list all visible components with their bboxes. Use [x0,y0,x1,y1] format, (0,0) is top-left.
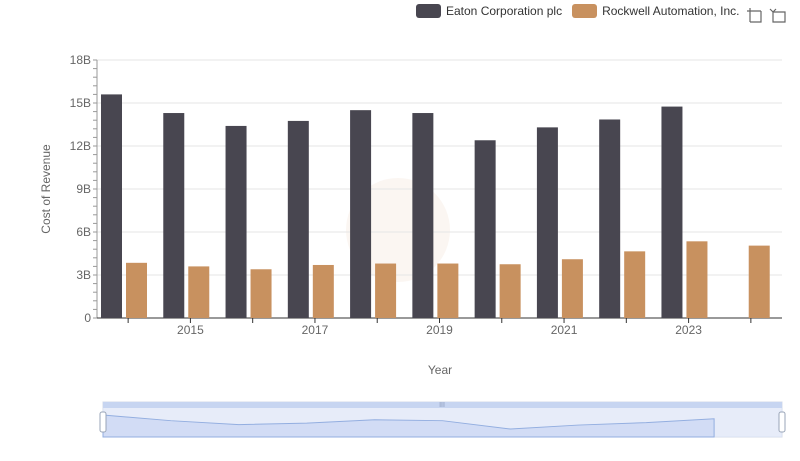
bars[interactable] [101,94,770,319]
y-tick-label: 6B [76,225,91,239]
y-tick-label: 12B [70,139,91,153]
y-tick-label: 0 [84,311,91,325]
legend-swatch-rockwell [572,4,598,18]
bar-rockwell-2023[interactable] [686,241,708,318]
x-axis: 2015 2017 2019 2021 2023 [97,317,782,337]
data-zoom-handle-left[interactable] [99,411,107,433]
bar-eaton-2021[interactable] [536,127,558,318]
bar-rockwell-2024[interactable] [748,245,770,318]
bar-rockwell-2017[interactable] [312,264,334,318]
bar-eaton-2018[interactable] [350,110,372,319]
y-tick-label: 9B [76,182,91,196]
bar-eaton-2015[interactable] [163,113,185,319]
legend: Eaton Corporation plc Rockwell Automatio… [416,4,739,18]
x-axis-title: Year [428,363,452,377]
bar-eaton-2017[interactable] [287,120,309,319]
legend-label-rockwell: Rockwell Automation, Inc. [602,4,740,18]
data-zoom-preview [102,414,715,438]
bar-eaton-2019[interactable] [412,113,434,319]
legend-item-rockwell[interactable]: Rockwell Automation, Inc. [572,4,739,18]
bar-rockwell-2016[interactable] [250,269,272,318]
x-tick-label: 2017 [302,323,329,337]
y-tick-label: 3B [76,268,91,282]
bar-eaton-2020[interactable] [474,140,496,318]
bar-rockwell-2022[interactable] [624,251,646,318]
bar-rockwell-2014[interactable] [126,262,147,318]
bar-rockwell-2018[interactable] [375,263,397,318]
data-zoom-slider[interactable]: III [99,401,786,438]
x-tick-label: 2015 [177,323,204,337]
bar-eaton-2023[interactable] [661,106,683,318]
x-tick-label: 2021 [551,323,578,337]
data-zoom-top-bar[interactable] [103,402,782,408]
restore-icon[interactable] [769,6,787,24]
y-tick-label: 15B [70,96,91,110]
legend-item-eaton[interactable]: Eaton Corporation plc [416,4,562,18]
bar-eaton-2014[interactable] [101,94,122,319]
bar-rockwell-2020[interactable] [499,264,521,318]
y-axis: 0 3B 6B 9B 12B 15B 18B [70,53,98,325]
bar-rockwell-2019[interactable] [437,263,459,318]
x-tick-label: 2019 [426,323,453,337]
y-tick-label: 18B [70,53,91,67]
bar-eaton-2016[interactable] [225,125,247,318]
bar-rockwell-2021[interactable] [561,259,583,318]
data-zoom-handle-right[interactable] [778,411,786,433]
legend-swatch-eaton [416,4,441,18]
legend-label-eaton: Eaton Corporation plc [446,4,563,18]
zoom-icon[interactable] [745,6,763,24]
x-tick-label: 2023 [675,323,702,337]
toolbox [745,6,787,24]
y-axis-title: Cost of Revenue [39,144,53,234]
data-zoom-grip[interactable]: III [439,402,445,409]
bar-rockwell-2015[interactable] [188,266,210,318]
bar-eaton-2022[interactable] [599,119,621,318]
